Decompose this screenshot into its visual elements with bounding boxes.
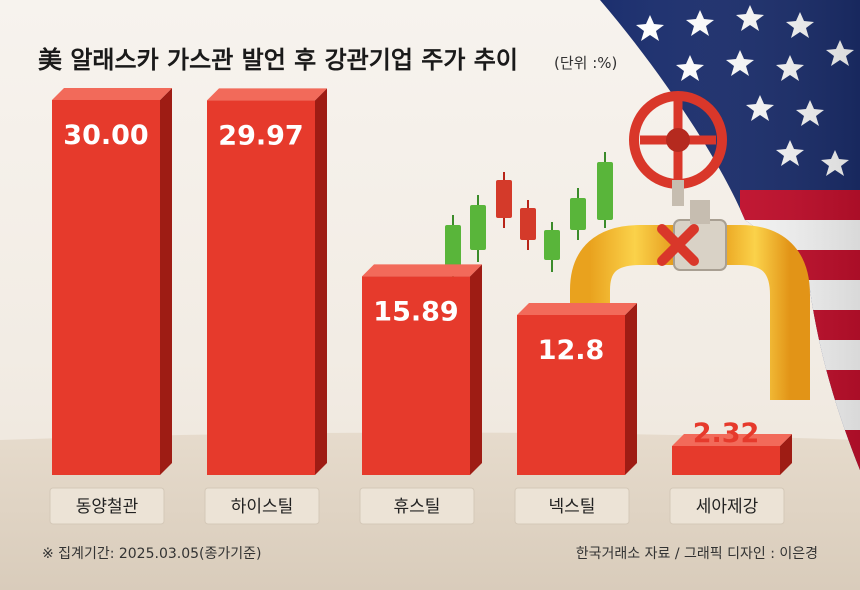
bar-front-2 — [207, 100, 315, 475]
category-1: 동양철관 — [49, 487, 165, 525]
value-label-5: 2.32 — [693, 418, 760, 449]
category-label-3: 휴스틸 — [394, 497, 441, 517]
bar-side-1 — [160, 88, 172, 475]
bar-front-3 — [362, 276, 470, 475]
bar-1 — [52, 88, 172, 475]
bar-front-5 — [672, 446, 780, 475]
category-3: 휴스틸 — [359, 487, 475, 525]
bar-5 — [672, 434, 792, 475]
bar-front-4 — [517, 315, 625, 475]
category-label-1: 동양철관 — [76, 497, 139, 517]
value-label-2: 29.97 — [218, 120, 303, 151]
chart-title: 美 알래스카 가스관 발언 후 강관기업 주가 추이 — [38, 46, 518, 74]
bar-side-4 — [625, 303, 637, 475]
bar-top-3 — [362, 264, 482, 277]
yellow-gas-pipe-icon — [570, 200, 810, 400]
category-box-1 — [49, 487, 165, 525]
bars-group: 30.00 29.97 15.89 12.8 2.32 — [52, 88, 792, 475]
unit-label: (단위 :%) — [554, 54, 617, 72]
category-label-4: 넥스틸 — [549, 497, 596, 517]
category-box-2 — [204, 487, 320, 525]
bar-top-1 — [52, 88, 172, 100]
category-label-5: 세아제강 — [696, 497, 759, 517]
candlestick-icon — [445, 152, 613, 285]
category-4: 넥스틸 — [514, 487, 630, 525]
bar-front-1 — [52, 100, 160, 475]
bar-4 — [517, 303, 637, 475]
footnote-source: 한국거래소 자료 / 그래픽 디자인 : 이은경 — [576, 546, 818, 562]
category-labels: 동양철관 하이스틸 휴스틸 넥스틸 세아제강 — [49, 487, 785, 525]
category-box-5 — [669, 487, 785, 525]
bar-3 — [362, 264, 482, 475]
bar-side-5 — [780, 434, 792, 475]
value-label-3: 15.89 — [373, 296, 458, 327]
value-label-4: 12.8 — [538, 335, 605, 366]
bar-side-2 — [315, 88, 327, 475]
category-label-2: 하이스틸 — [231, 497, 294, 517]
bar-top-2 — [207, 88, 327, 101]
category-box-3 — [359, 487, 475, 525]
bar-side-3 — [470, 264, 482, 475]
bar-2 — [207, 88, 327, 475]
category-box-4 — [514, 487, 630, 525]
category-2: 하이스틸 — [204, 487, 320, 525]
value-label-1: 30.00 — [63, 120, 148, 151]
bar-top-5 — [672, 434, 792, 446]
red-valve-wheel-icon — [629, 91, 727, 266]
category-5: 세아제강 — [669, 487, 785, 525]
footnote-period: ※ 집계기간: 2025.03.05(종가기준) — [42, 546, 261, 562]
bar-top-4 — [517, 303, 637, 315]
